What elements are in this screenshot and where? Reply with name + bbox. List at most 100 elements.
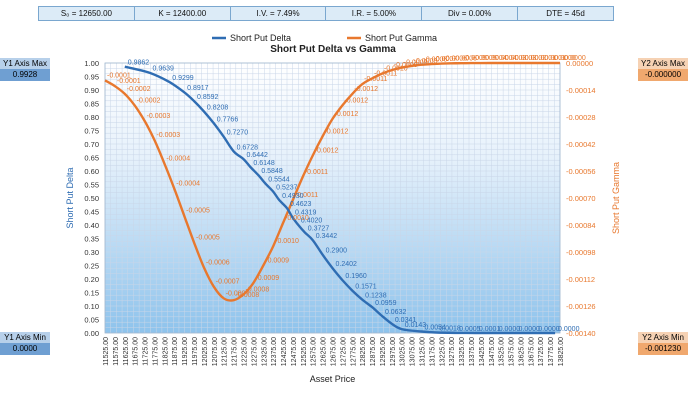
y-tick-label: 0.60	[84, 167, 99, 176]
gamma-data-label: -0.0004	[493, 55, 517, 62]
y2-axis-max-box: Y2 Axis Max -0.000000	[638, 58, 688, 81]
x-tick-label: 11825.00	[162, 337, 169, 366]
x-tick-label: 12025.00	[202, 337, 209, 366]
y2-tick-label: -0.00028	[566, 113, 596, 122]
x-tick-label: 13575.00	[509, 337, 516, 366]
y2-axis-min-value[interactable]: -0.001230	[638, 343, 688, 355]
param-dte: DTE = 45d	[546, 9, 585, 18]
gamma-data-label: -0.0008	[245, 286, 269, 293]
y2-axis-min-box: Y2 Axis Min -0.001230	[638, 332, 688, 355]
gamma-data-label: -0.0007	[216, 279, 240, 286]
delta-data-label: 0.1571	[355, 284, 377, 291]
x-tick-label: 12575.00	[311, 337, 318, 366]
y1-axis-min-box: Y1 Axis Min 0.0000	[0, 332, 50, 355]
y-tick-label: 0.90	[84, 86, 99, 95]
gamma-data-label: -0.0011	[295, 192, 318, 199]
y-axis-label: Short Put Delta	[65, 167, 75, 228]
gamma-data-label: -0.0005	[473, 55, 497, 62]
param-strike: K = 12400.00	[135, 7, 231, 20]
y2-tick-label: -0.00056	[566, 167, 596, 176]
x-tick-label: 12625.00	[321, 337, 328, 366]
x-tick-label: 11625.00	[123, 337, 130, 366]
legend-label-gamma: Short Put Gamma	[365, 33, 437, 43]
y-tick-label: 0.80	[84, 113, 99, 122]
x-tick-label: 13175.00	[429, 337, 436, 366]
gamma-data-label: -0.0006	[443, 56, 467, 63]
param-spot: S₀ = 12650.00	[39, 7, 135, 20]
delta-data-label: 0.6728	[237, 144, 259, 151]
y1-axis-max-value[interactable]: 0.9928	[0, 69, 50, 81]
x-tick-label: 13775.00	[548, 337, 555, 366]
x-tick-label: 13525.00	[499, 337, 506, 366]
x-tick-label: 12275.00	[251, 337, 258, 366]
x-tick-label: 13075.00	[410, 337, 417, 366]
gamma-data-label: -0.0001	[542, 55, 566, 62]
gamma-data-label: -0.0003	[156, 132, 180, 139]
delta-data-label: 0.0018	[439, 326, 461, 333]
y-tick-label: 0.10	[84, 302, 99, 311]
plot-border	[104, 62, 561, 334]
delta-data-label: 0.8592	[197, 94, 219, 101]
x-tick-label: 13825.00	[558, 337, 565, 366]
gamma-data-label: -0.0004	[166, 155, 190, 162]
gamma-data-label: -0.0002	[522, 55, 546, 62]
x-tick-label: 13475.00	[489, 337, 496, 366]
delta-data-label: 0.0005	[459, 326, 481, 333]
x-tick-label: 12675.00	[331, 337, 338, 366]
delta-data-label: 0.3442	[316, 233, 338, 240]
gamma-data-label: -0.0008	[414, 58, 438, 65]
y2-axis-max-value[interactable]: -0.000000	[638, 69, 688, 81]
gamma-data-label: -0.0004	[483, 55, 507, 62]
delta-data-label: 0.0632	[385, 309, 407, 316]
x-tick-label: 11875.00	[172, 337, 179, 366]
y-tick-label: 0.20	[84, 275, 99, 284]
gamma-data-label: -0.0005	[196, 234, 220, 241]
gamma-data-label: -0.0000	[562, 55, 586, 62]
delta-data-label: 0.7766	[217, 116, 239, 123]
x-tick-label: 12525.00	[301, 337, 308, 366]
gamma-data-label: -0.0007	[433, 56, 457, 63]
y2-tick-label: -0.00140	[566, 329, 596, 338]
gamma-data-label: -0.0001	[532, 55, 556, 62]
gamma-data-label: -0.0003	[147, 113, 171, 120]
delta-data-label: 0.4319	[295, 209, 317, 216]
gamma-data-label: -0.0010	[384, 66, 408, 73]
delta-data-label: 0.0000	[558, 326, 580, 333]
x-tick-label: 12225.00	[241, 337, 248, 366]
delta-data-label: 0.4930	[282, 193, 304, 200]
y-tick-label: 0.35	[84, 235, 99, 244]
delta-data-label: 0.4623	[290, 201, 312, 208]
gamma-data-label: -0.0006	[206, 259, 230, 266]
y1-axis-max-box: Y1 Axis Max 0.9928	[0, 58, 50, 81]
delta-data-label: 0.0001	[479, 326, 501, 333]
delta-data-label: 0.5544	[268, 176, 290, 183]
x-tick-label: 13625.00	[518, 337, 525, 366]
gamma-data-label: -0.0008	[236, 292, 260, 299]
x-tick-label: 13025.00	[400, 337, 407, 366]
chart-title: Short Put Delta vs Gamma	[270, 44, 396, 55]
y2-tick-label: -0.00070	[566, 194, 596, 203]
y-tick-label: 0.70	[84, 140, 99, 149]
y-tick-label: 1.00	[84, 59, 99, 68]
gamma-data-label: -0.0011	[374, 70, 397, 77]
x-tick-label: 12725.00	[340, 337, 347, 366]
x-tick-label: 11975.00	[192, 337, 199, 366]
y1-axis-max-label: Y1 Axis Max	[0, 58, 50, 69]
x-tick-label: 11525.00	[103, 337, 110, 366]
delta-data-label: 0.5848	[261, 168, 283, 175]
delta-data-label: 0.6148	[253, 160, 275, 167]
gamma-data-label: -0.0012	[344, 97, 368, 104]
gamma-data-label: -0.0006	[453, 55, 477, 62]
y1-axis-min-value[interactable]: 0.0000	[0, 343, 50, 355]
y-tick-label: 0.75	[84, 127, 99, 136]
gamma-data-label: -0.0002	[137, 97, 161, 104]
x-tick-label: 11575.00	[113, 337, 120, 366]
delta-data-label: 0.1960	[345, 273, 367, 280]
y-tick-label: 0.55	[84, 181, 99, 190]
delta-data-label: 0.8917	[187, 85, 209, 92]
delta-data-label: 0.0054	[425, 325, 447, 332]
gamma-data-label: -0.0008	[424, 57, 448, 64]
delta-data-label: 0.9862	[128, 60, 150, 67]
gamma-data-label: -0.0010	[275, 238, 299, 245]
y2-tick-label: -0.00098	[566, 248, 596, 257]
